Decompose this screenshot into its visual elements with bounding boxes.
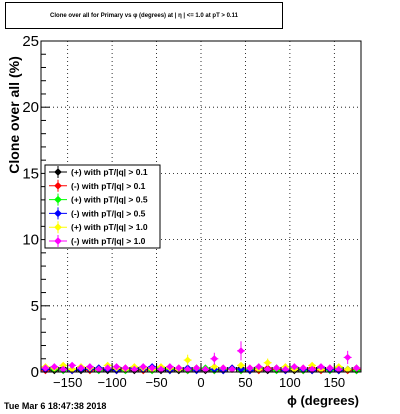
- y-axis-label: Clone over all (%): [6, 56, 22, 173]
- timestamp: Tue Mar 6 18:47:38 2018: [4, 401, 107, 411]
- data-point: [210, 363, 218, 371]
- data-point: [192, 364, 201, 372]
- data-point: [281, 365, 290, 373]
- x-tick-label: −150: [53, 375, 82, 390]
- legend-marker: [54, 237, 62, 245]
- data-point: [184, 356, 192, 364]
- tick-labels: −150 −100 −50 0 50 100 150 0 5 10 15 20 25: [22, 33, 345, 390]
- y-tick-label: 25: [22, 33, 39, 50]
- data-point: [308, 365, 316, 373]
- x-tick-label: 50: [238, 375, 252, 390]
- legend-label: (-) with pT/|q| > 1.0: [71, 236, 146, 246]
- data-point: [326, 364, 334, 372]
- legend-marker: [54, 168, 62, 176]
- legend-marker: [54, 182, 62, 190]
- data-point: [237, 361, 245, 369]
- data-point: [308, 361, 316, 369]
- data-point: [264, 365, 272, 373]
- legend-label: (+) with pT/|q| > 1.0: [71, 222, 148, 232]
- data-point: [344, 353, 352, 362]
- legend-box: [44, 164, 161, 249]
- data-point: [210, 355, 218, 363]
- x-axis-label: ϕ (degrees): [287, 393, 359, 408]
- data-point: [68, 365, 76, 373]
- data-point: [246, 364, 254, 372]
- x-tick-label: 100: [279, 375, 301, 390]
- y-tick-label: 15: [22, 165, 39, 182]
- data-point: [219, 364, 227, 372]
- data-point: [317, 363, 325, 371]
- legend-marker: [54, 195, 62, 204]
- y-tick-label: 0: [31, 364, 39, 381]
- data-point: [166, 363, 174, 371]
- legend-marker: [54, 209, 62, 218]
- data-point: [95, 365, 103, 373]
- y-tick-label: 5: [31, 298, 39, 315]
- data-point: [104, 364, 112, 372]
- data-point: [50, 363, 58, 371]
- data-point: [352, 364, 361, 372]
- legend: (+) with pT/|q| > 0.1 (-) with pT/|q| > 0…: [44, 164, 161, 249]
- x-tick-label: −50: [146, 375, 168, 390]
- data-point: [68, 361, 76, 369]
- data-point: [344, 365, 352, 373]
- y-tick-label: 20: [22, 99, 39, 116]
- data-point: [112, 363, 121, 371]
- legend-label: (+) with pT/|q| > 0.1: [71, 167, 148, 177]
- data-point: [130, 365, 138, 373]
- data-point: [255, 363, 263, 371]
- data-point: [228, 365, 236, 373]
- data-point: [157, 365, 165, 373]
- data-point: [86, 363, 94, 371]
- data-point: [59, 365, 67, 373]
- data-point: [335, 365, 343, 373]
- data-point: [272, 364, 281, 372]
- data-point: [237, 347, 245, 355]
- data-points: [41, 341, 361, 375]
- x-tick-label: 150: [323, 375, 345, 390]
- data-point: [264, 359, 272, 367]
- data-point: [175, 364, 183, 372]
- data-point: [41, 364, 50, 372]
- legend-label: (+) with pT/|q| > 0.5: [71, 195, 148, 205]
- data-point: [290, 363, 298, 371]
- legend-label: (-) with pT/|q| > 0.5: [71, 208, 146, 218]
- data-point: [121, 364, 130, 372]
- x-tick-label: 0: [197, 375, 204, 390]
- legend-label: (-) with pT/|q| > 0.1: [71, 181, 146, 191]
- data-point: [139, 363, 147, 371]
- x-tick-label: −100: [97, 375, 126, 390]
- axis-ticks: [41, 40, 362, 373]
- data-point: [59, 361, 67, 369]
- data-point: [148, 364, 156, 372]
- chart-title: Clone over all for Primary vs φ (degrees…: [5, 2, 283, 29]
- data-point: [237, 365, 245, 373]
- data-point: [77, 364, 85, 372]
- data-point: [299, 364, 307, 372]
- legend-marker: [54, 223, 62, 231]
- data-point: [201, 365, 210, 373]
- grid-lines: [41, 41, 361, 372]
- data-point: [184, 365, 192, 373]
- y-tick-label: 10: [22, 232, 39, 249]
